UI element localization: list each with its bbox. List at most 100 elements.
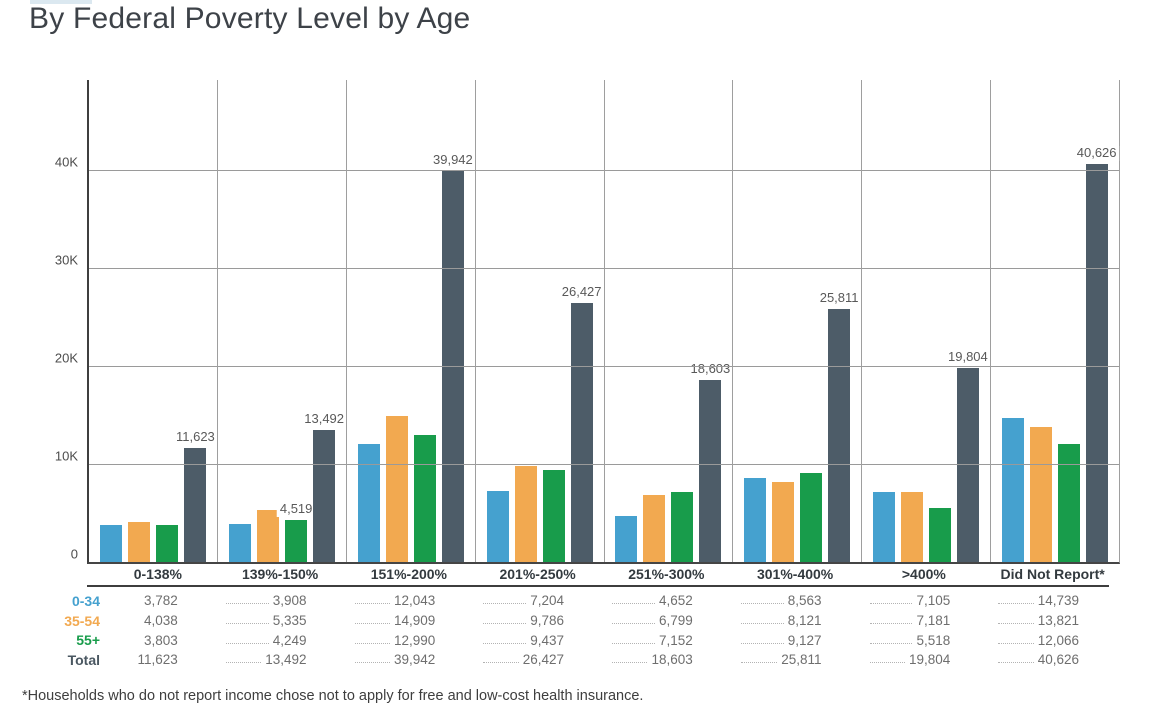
dotted-leader [740,603,784,605]
category-header: >400% [901,566,946,582]
gridline-vertical [603,80,605,562]
gridline-vertical [346,80,347,562]
bar-value-label: 4,519 [276,501,316,517]
table-value: 7,105 [916,593,951,609]
bar-group: 11,623 [89,80,218,562]
table-value-cell: 12,043 [345,593,474,608]
table-value-cell: 9,127 [731,633,860,648]
table-value-cell: 14,909 [345,613,474,628]
bar-0-34 [229,524,252,562]
bar-0-34 [744,478,767,562]
category-header: 251%-300% [628,566,705,582]
dotted-leader [869,603,913,605]
bar-35-54 [128,522,151,562]
table-value: 19,804 [908,652,951,668]
bar-35-54 [514,466,537,562]
dotted-leader [354,623,390,625]
dotted-leader [998,603,1034,605]
table-value-cell: 39,942 [345,652,474,667]
table-row: 35-54 4,038 5,335 14,909 9,786 6,799 8,121 7,18… [30,611,1130,631]
bar-total: 18,603 [687,361,734,562]
category-header: 0-138% [133,566,182,582]
dotted-leader [354,642,390,644]
dotted-leader [998,623,1034,625]
category-header: 139%-150% [241,566,319,582]
bar-35-54 [900,492,923,562]
table-value: 8,563 [787,593,822,609]
table-value-cell: 4,249 [216,633,345,648]
bar-value-label: 40,626 [1073,145,1120,161]
bar-35-54 [1029,427,1052,562]
page-edge-artifact [30,0,92,4]
table-value: 11,623 [137,652,178,668]
y-axis-tick-label: 20K [54,350,78,366]
table-value: 9,786 [530,613,564,629]
gridline-vertical [217,80,219,562]
footnote: *Households who do not report income cho… [22,688,644,704]
bar-0-34 [615,516,638,562]
table-value-cell: 19,804 [860,652,989,667]
table-value-cell: 4,038 [100,613,216,628]
dotted-leader [869,662,905,664]
category-header: 201%-250% [499,566,576,582]
bar-total: 11,623 [172,429,218,562]
row-label-0-34: 0-34 [71,592,100,609]
table-value: 4,038 [143,613,178,629]
table-value: 9,127 [787,632,822,648]
table-value: 12,043 [393,593,436,609]
table-value-cell: 7,204 [473,593,602,608]
bar-total: 26,427 [558,284,605,562]
bar-total: 40,626 [1073,145,1120,562]
row-label-55-: 55+ [76,632,100,649]
table-value-cell: 3,803 [100,633,216,648]
gridline-vertical [861,80,862,562]
table-row: Total 11,623 13,492 39,942 26,427 18,603 25,81… [30,650,1130,670]
gridline-vertical [989,80,991,562]
table-value: 40,626 [1037,652,1079,668]
page-title: By Federal Poverty Level by Age [29,2,471,35]
dotted-leader [612,642,655,644]
table-value: 3,908 [272,593,307,609]
table-value: 14,739 [1037,593,1079,609]
dotted-leader [740,623,784,625]
dotted-leader [612,603,655,605]
bar-group: 18,603 [604,80,734,562]
bar-55- [928,508,951,562]
table-value-cell: 3,908 [216,593,345,608]
row-label-total: Total [67,651,100,668]
table-value-cell: 9,437 [473,633,602,648]
table-value-cell: 11,623 [100,652,216,667]
dotted-leader [869,642,913,644]
dotted-leader [225,662,262,664]
bar-0-34 [357,444,380,562]
table-value-cell: 8,121 [731,613,860,628]
bar-total: 25,811 [816,290,862,562]
table-value-cell: 25,811 [731,652,860,667]
bar-group: 4,519 13,492 [218,80,348,562]
bar-value-label: 13,492 [301,411,348,427]
table-value: 7,181 [916,613,951,629]
table-value: 18,603 [651,652,693,668]
table-value: 4,652 [658,593,693,609]
table-value-cell: 40,626 [988,652,1117,667]
bar-value-label: 18,603 [687,361,734,377]
bar-35-54 [772,482,795,562]
table-value: 13,492 [265,652,307,668]
table-value: 14,909 [393,613,436,629]
dotted-leader [225,623,269,625]
category-header: 151%-200% [370,566,448,582]
gridline-vertical [732,80,734,562]
table-value: 25,811 [781,652,822,668]
dotted-leader [483,642,527,644]
dotted-leader [225,603,269,605]
table-value: 12,066 [1037,632,1079,648]
bar-group: 39,942 [347,80,476,562]
table-value: 7,152 [658,632,693,648]
table-value: 5,335 [272,613,307,629]
dotted-leader [869,623,913,625]
dotted-leader [483,603,527,605]
data-table: 0-138% 139%-150% 151%-200% 201%-250% 251%-30… [30,562,1130,670]
table-value-cell: 12,066 [988,633,1117,648]
table-value: 26,427 [522,652,564,668]
